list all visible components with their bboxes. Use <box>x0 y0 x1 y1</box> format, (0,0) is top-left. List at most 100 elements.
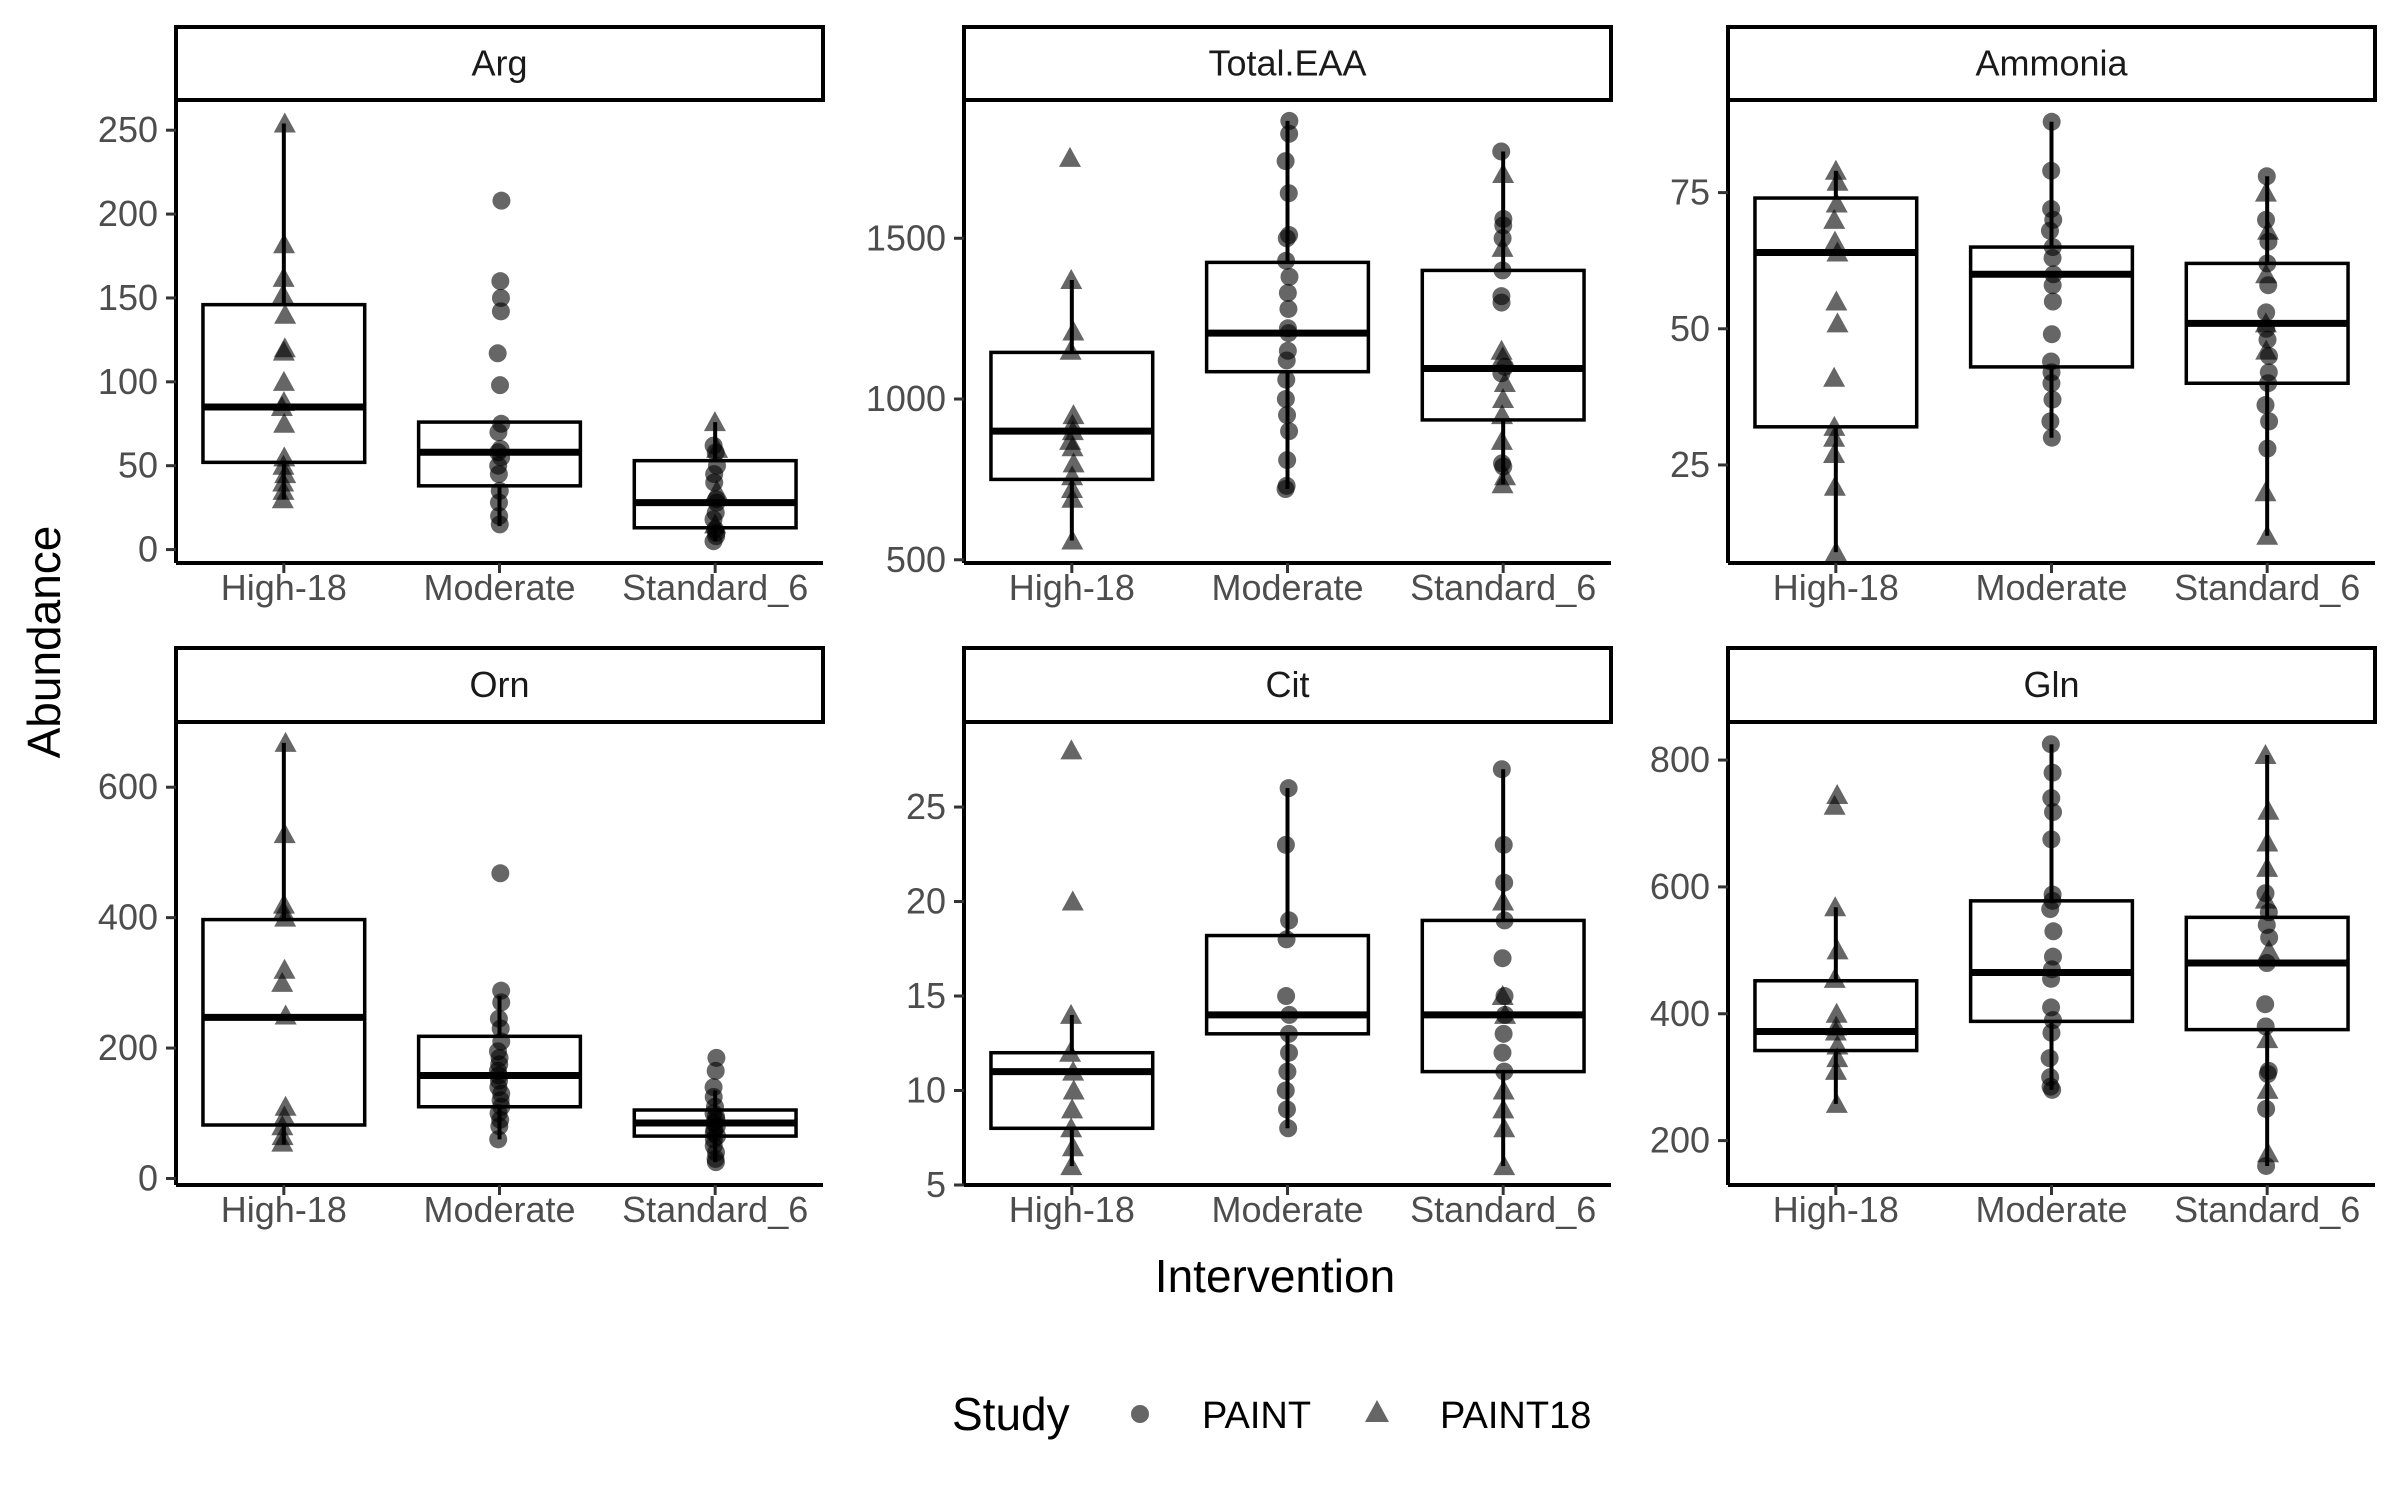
strip-title-ammonia: Ammonia <box>1975 43 2128 84</box>
point-ammonia-moderate-paint-9 <box>2044 293 2062 311</box>
point-total-eaa-standard-6-paint18-0 <box>1492 163 1514 183</box>
y-tick-label-total-eaa-500: 500 <box>886 539 946 580</box>
point-arg-moderate-paint-3 <box>492 302 510 320</box>
x-tick-label-orn-standard-6: Standard_6 <box>622 1189 808 1230</box>
point-total-eaa-standard-6-paint-6 <box>1493 294 1511 312</box>
point-cit-high-18-paint18-2 <box>1060 1004 1082 1024</box>
point-ammonia-standard-6-paint-10 <box>2259 374 2277 392</box>
point-ammonia-standard-6-paint18-0 <box>2255 182 2277 202</box>
point-orn-standard-6-paint-17 <box>707 1153 725 1171</box>
y-tick-label-orn-0: 0 <box>138 1157 158 1198</box>
point-cit-standard-6-paint-3 <box>1496 911 1514 929</box>
point-cit-moderate-paint-6 <box>1280 1025 1298 1043</box>
x-tick-label-gln-moderate: Moderate <box>1975 1189 2127 1230</box>
point-total-eaa-moderate-paint-13 <box>1278 351 1296 369</box>
legend-label-paint: PAINT <box>1202 1395 1311 1437</box>
point-cit-moderate-paint-7 <box>1280 1044 1298 1062</box>
point-total-eaa-moderate-paint-6 <box>1277 252 1295 270</box>
panels-layer: Arg050100150200250High-18 Moderate Standar… <box>98 27 2375 1230</box>
point-total-eaa-moderate-paint-5 <box>1278 229 1296 247</box>
y-tick-label-gln-600: 600 <box>1650 866 1710 907</box>
point-ammonia-moderate-paint-16 <box>2043 429 2061 447</box>
point-arg-high-18-paint18-0 <box>274 112 296 132</box>
y-tick-label-cit-15: 15 <box>906 975 946 1016</box>
point-total-eaa-moderate-paint-17 <box>1280 422 1298 440</box>
points-gln-high-18-paint18 <box>1824 784 1849 1113</box>
box-orn-high-18 <box>203 743 365 1145</box>
point-ammonia-high-18-paint18-2 <box>1826 192 1848 212</box>
point-ammonia-moderate-paint-4 <box>2041 222 2059 240</box>
point-arg-moderate-paint-7 <box>489 423 507 441</box>
point-ammonia-high-18-paint18-12 <box>1824 476 1846 496</box>
x-tick-label-cit-moderate: Moderate <box>1211 1189 1363 1230</box>
y-tick-label-orn-600: 600 <box>98 766 158 807</box>
legend-key-paint-circle <box>1131 1405 1149 1423</box>
strip-title-total-eaa: Total.EAA <box>1208 43 1366 84</box>
point-cit-high-18-paint18-5 <box>1063 1080 1085 1100</box>
point-cit-standard-6-paint-4 <box>1494 949 1512 967</box>
strip-title-orn: Orn <box>469 664 529 705</box>
point-total-eaa-moderate-paint-15 <box>1277 390 1295 408</box>
point-ammonia-standard-6-paint18-5 <box>2254 481 2276 501</box>
point-arg-moderate-paint-0 <box>492 192 510 210</box>
y-tick-label-orn-200: 200 <box>98 1027 158 1068</box>
point-total-eaa-standard-6-paint18-7 <box>1491 430 1513 450</box>
point-cit-moderate-paint-10 <box>1278 1100 1296 1118</box>
y-tick-label-cit-10: 10 <box>906 1070 946 1111</box>
point-cit-moderate-paint-4 <box>1277 987 1295 1005</box>
x-tick-label-orn-moderate: Moderate <box>423 1189 575 1230</box>
point-ammonia-high-18-paint18-6 <box>1825 291 1847 311</box>
y-tick-label-ammonia-50: 50 <box>1670 308 1710 349</box>
x-tick-label-cit-standard-6: Standard_6 <box>1410 1189 1596 1230</box>
point-arg-high-18-paint18-4 <box>274 304 296 324</box>
x-tick-label-gln-standard-6: Standard_6 <box>2174 1189 2360 1230</box>
point-cit-moderate-paint-3 <box>1278 930 1296 948</box>
y-tick-label-arg-50: 50 <box>118 445 158 486</box>
point-total-eaa-moderate-paint-16 <box>1278 406 1296 424</box>
x-tick-label-arg-moderate: Moderate <box>423 567 575 608</box>
point-gln-standard-6-paint18-3 <box>2256 857 2278 877</box>
legend-key-paint18-triangle <box>1365 1400 1389 1422</box>
panel-orn: Orn0200400600High-18 Moderate Standard_6 <box>98 648 823 1230</box>
point-arg-high-18-paint18-7 <box>273 371 295 391</box>
point-gln-high-18-paint18-3 <box>1827 939 1849 959</box>
points-ammonia-moderate-paint <box>2041 113 2062 447</box>
point-ammonia-high-18-paint18-7 <box>1826 312 1848 332</box>
point-ammonia-moderate-paint-0 <box>2043 113 2061 131</box>
point-ammonia-standard-6-paint18-6 <box>2256 525 2278 545</box>
point-cit-high-18-paint18-6 <box>1061 1098 1083 1118</box>
x-tick-label-total-eaa-high-18: High-18 <box>1009 567 1135 608</box>
point-ammonia-standard-6-paint-11 <box>2256 396 2274 414</box>
point-cit-moderate-paint-2 <box>1280 911 1298 929</box>
point-gln-high-18-paint18-2 <box>1824 896 1846 916</box>
point-total-eaa-moderate-paint-8 <box>1279 284 1297 302</box>
x-tick-label-ammonia-moderate: Moderate <box>1975 567 2127 608</box>
point-gln-moderate-paint-3 <box>2044 803 2062 821</box>
point-ammonia-standard-6-paint-12 <box>2260 412 2278 430</box>
point-arg-standard-6-paint18-0 <box>704 411 726 431</box>
x-tick-label-arg-standard-6: Standard_6 <box>622 567 808 608</box>
point-cit-moderate-paint-9 <box>1277 1082 1295 1100</box>
point-gln-standard-6-paint18-2 <box>2256 832 2278 852</box>
point-cit-standard-6-paint18-0 <box>1492 891 1514 911</box>
point-total-eaa-moderate-paint-2 <box>1277 152 1295 170</box>
point-ammonia-standard-6-paint-0 <box>2258 167 2276 185</box>
point-gln-standard-6-paint-9 <box>2257 1100 2275 1118</box>
point-gln-standard-6-paint18-7 <box>2257 1079 2279 1099</box>
point-arg-high-18-paint18-1 <box>273 233 295 253</box>
panel-cit: Cit510152025High-18 Moderate Standard_6 <box>906 648 1611 1230</box>
legend: Study PAINT PAINT18 <box>952 1388 1591 1440</box>
point-ammonia-high-18-paint18-8 <box>1823 367 1845 387</box>
point-cit-moderate-paint-11 <box>1279 1119 1297 1137</box>
y-tick-label-ammonia-75: 75 <box>1670 172 1710 213</box>
x-tick-label-orn-high-18: High-18 <box>221 1189 347 1230</box>
point-gln-moderate-paint-7 <box>2041 900 2059 918</box>
point-gln-high-18-paint18-4 <box>1824 968 1846 988</box>
point-total-eaa-moderate-paint-14 <box>1277 371 1295 389</box>
y-tick-label-cit-25: 25 <box>906 786 946 827</box>
y-tick-label-gln-800: 800 <box>1650 739 1710 780</box>
point-gln-moderate-paint-0 <box>2042 735 2060 753</box>
point-ammonia-high-18-paint18-13 <box>1825 541 1847 561</box>
y-tick-label-arg-0: 0 <box>138 529 158 570</box>
point-gln-high-18-paint18-11 <box>1826 1093 1848 1113</box>
